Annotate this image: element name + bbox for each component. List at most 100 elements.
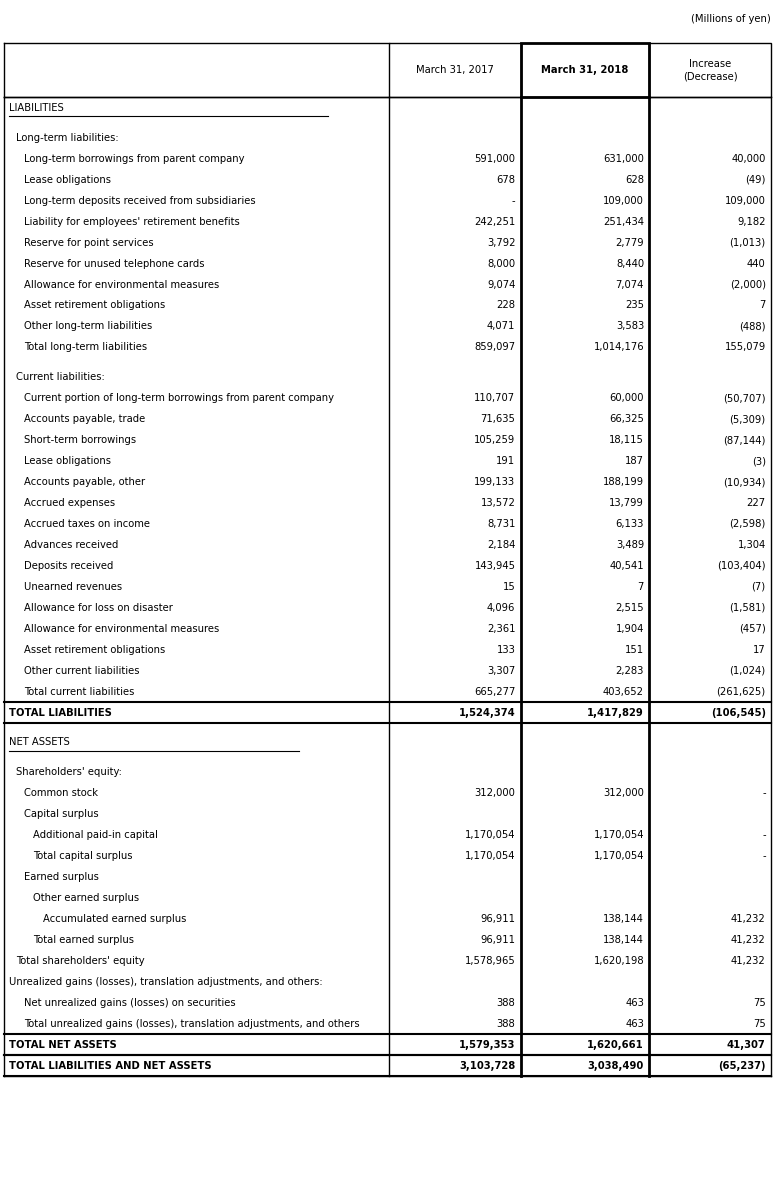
Text: 110,707: 110,707 — [474, 393, 515, 404]
Text: Accounts payable, other: Accounts payable, other — [24, 478, 145, 487]
Text: 151: 151 — [625, 645, 644, 654]
Text: 1,170,054: 1,170,054 — [594, 851, 644, 861]
Text: 251,434: 251,434 — [603, 216, 644, 227]
Text: 4,071: 4,071 — [487, 321, 515, 332]
Text: 403,652: 403,652 — [603, 687, 644, 696]
Text: Earned surplus: Earned surplus — [24, 872, 99, 882]
Text: 1,620,661: 1,620,661 — [587, 1040, 644, 1050]
Text: 312,000: 312,000 — [474, 788, 515, 799]
Text: Long-term deposits received from subsidiaries: Long-term deposits received from subsidi… — [24, 196, 256, 205]
Text: Shareholders' equity:: Shareholders' equity: — [16, 768, 122, 777]
Text: March 31, 2018: March 31, 2018 — [542, 66, 629, 75]
Text: 859,097: 859,097 — [474, 343, 515, 352]
Text: 3,792: 3,792 — [487, 238, 515, 247]
Text: 13,572: 13,572 — [480, 498, 515, 507]
Text: Other current liabilities: Other current liabilities — [24, 666, 140, 676]
Text: 1,579,353: 1,579,353 — [459, 1040, 515, 1050]
Text: 3,489: 3,489 — [616, 540, 644, 550]
Text: 6,133: 6,133 — [615, 519, 644, 529]
Text: 1,170,054: 1,170,054 — [465, 830, 515, 841]
Text: 41,307: 41,307 — [727, 1040, 766, 1050]
Text: 3,307: 3,307 — [487, 666, 515, 676]
Text: 1,524,374: 1,524,374 — [459, 708, 515, 718]
Text: 41,232: 41,232 — [731, 915, 766, 924]
Text: Allowance for loss on disaster: Allowance for loss on disaster — [24, 603, 173, 613]
Text: (1,024): (1,024) — [729, 666, 766, 676]
Text: 312,000: 312,000 — [603, 788, 644, 799]
Text: 463: 463 — [625, 1018, 644, 1029]
Text: (Millions of yen): (Millions of yen) — [691, 14, 771, 24]
Text: 96,911: 96,911 — [480, 935, 515, 944]
Text: TOTAL LIABILITIES AND NET ASSETS: TOTAL LIABILITIES AND NET ASSETS — [9, 1060, 211, 1071]
Text: Accrued taxes on income: Accrued taxes on income — [24, 519, 150, 529]
Text: 1,170,054: 1,170,054 — [594, 830, 644, 841]
Text: 2,515: 2,515 — [615, 603, 644, 613]
Text: 40,000: 40,000 — [732, 154, 766, 164]
Text: 109,000: 109,000 — [603, 196, 644, 205]
Text: (2,000): (2,000) — [730, 279, 766, 289]
Text: 143,945: 143,945 — [474, 561, 515, 571]
Text: 2,361: 2,361 — [487, 623, 515, 634]
Text: (87,144): (87,144) — [723, 435, 766, 445]
Text: Allowance for environmental measures: Allowance for environmental measures — [24, 279, 219, 289]
Text: -: - — [512, 196, 515, 205]
Text: Accrued expenses: Accrued expenses — [24, 498, 115, 507]
Text: (50,707): (50,707) — [723, 393, 766, 404]
Text: Current liabilities:: Current liabilities: — [16, 373, 105, 382]
Text: 13,799: 13,799 — [609, 498, 644, 507]
Text: Long-term borrowings from parent company: Long-term borrowings from parent company — [24, 154, 245, 164]
Text: 75: 75 — [753, 1018, 766, 1029]
Text: TOTAL NET ASSETS: TOTAL NET ASSETS — [9, 1040, 116, 1050]
Text: 1,417,829: 1,417,829 — [587, 708, 644, 718]
Text: 66,325: 66,325 — [609, 414, 644, 424]
Text: 3,583: 3,583 — [616, 321, 644, 332]
Text: TOTAL LIABILITIES: TOTAL LIABILITIES — [9, 708, 112, 718]
Text: 7: 7 — [638, 581, 644, 592]
Text: (106,545): (106,545) — [711, 708, 766, 718]
Text: 591,000: 591,000 — [474, 154, 515, 164]
Text: 2,779: 2,779 — [615, 238, 644, 247]
Text: 8,000: 8,000 — [487, 259, 515, 269]
Text: 2,283: 2,283 — [615, 666, 644, 676]
Text: 155,079: 155,079 — [725, 343, 766, 352]
Text: (65,237): (65,237) — [718, 1060, 766, 1071]
Text: 138,144: 138,144 — [603, 915, 644, 924]
Bar — [389, 43, 521, 98]
Text: 187: 187 — [625, 456, 644, 466]
Text: Asset retirement obligations: Asset retirement obligations — [24, 301, 165, 310]
Text: 631,000: 631,000 — [603, 154, 644, 164]
Text: Allowance for environmental measures: Allowance for environmental measures — [24, 623, 219, 634]
Text: (5,309): (5,309) — [729, 414, 766, 424]
Text: Lease obligations: Lease obligations — [24, 174, 111, 185]
Text: 388: 388 — [497, 998, 515, 1008]
Text: 3,038,490: 3,038,490 — [587, 1060, 644, 1071]
Text: 105,259: 105,259 — [474, 435, 515, 445]
Text: 1,904: 1,904 — [615, 623, 644, 634]
Text: Total capital surplus: Total capital surplus — [33, 851, 133, 861]
Text: Total earned surplus: Total earned surplus — [33, 935, 134, 944]
Text: 2,184: 2,184 — [487, 540, 515, 550]
Text: Unearned revenues: Unearned revenues — [24, 581, 122, 592]
Text: Lease obligations: Lease obligations — [24, 456, 111, 466]
Text: Other long-term liabilities: Other long-term liabilities — [24, 321, 152, 332]
Text: Long-term liabilities:: Long-term liabilities: — [16, 133, 119, 143]
Text: Current portion of long-term borrowings from parent company: Current portion of long-term borrowings … — [24, 393, 334, 404]
Text: 7,074: 7,074 — [615, 279, 644, 289]
Text: (488): (488) — [739, 321, 766, 332]
Text: 41,232: 41,232 — [731, 935, 766, 944]
Text: Unrealized gains (losses), translation adjustments, and others:: Unrealized gains (losses), translation a… — [9, 977, 322, 987]
Text: 463: 463 — [625, 998, 644, 1008]
Text: (1,013): (1,013) — [729, 238, 766, 247]
Text: (1,581): (1,581) — [729, 603, 766, 613]
Text: Increase
(Decrease): Increase (Decrease) — [683, 60, 738, 81]
Text: 1,578,965: 1,578,965 — [465, 956, 515, 966]
Text: 199,133: 199,133 — [474, 478, 515, 487]
Bar — [649, 43, 771, 98]
Text: 191: 191 — [496, 456, 515, 466]
Text: Net unrealized gains (losses) on securities: Net unrealized gains (losses) on securit… — [24, 998, 236, 1008]
Text: (2,598): (2,598) — [729, 519, 766, 529]
Text: (261,625): (261,625) — [717, 687, 766, 696]
Text: 628: 628 — [625, 174, 644, 185]
Text: Total shareholders' equity: Total shareholders' equity — [16, 956, 145, 966]
Text: 9,074: 9,074 — [487, 279, 515, 289]
